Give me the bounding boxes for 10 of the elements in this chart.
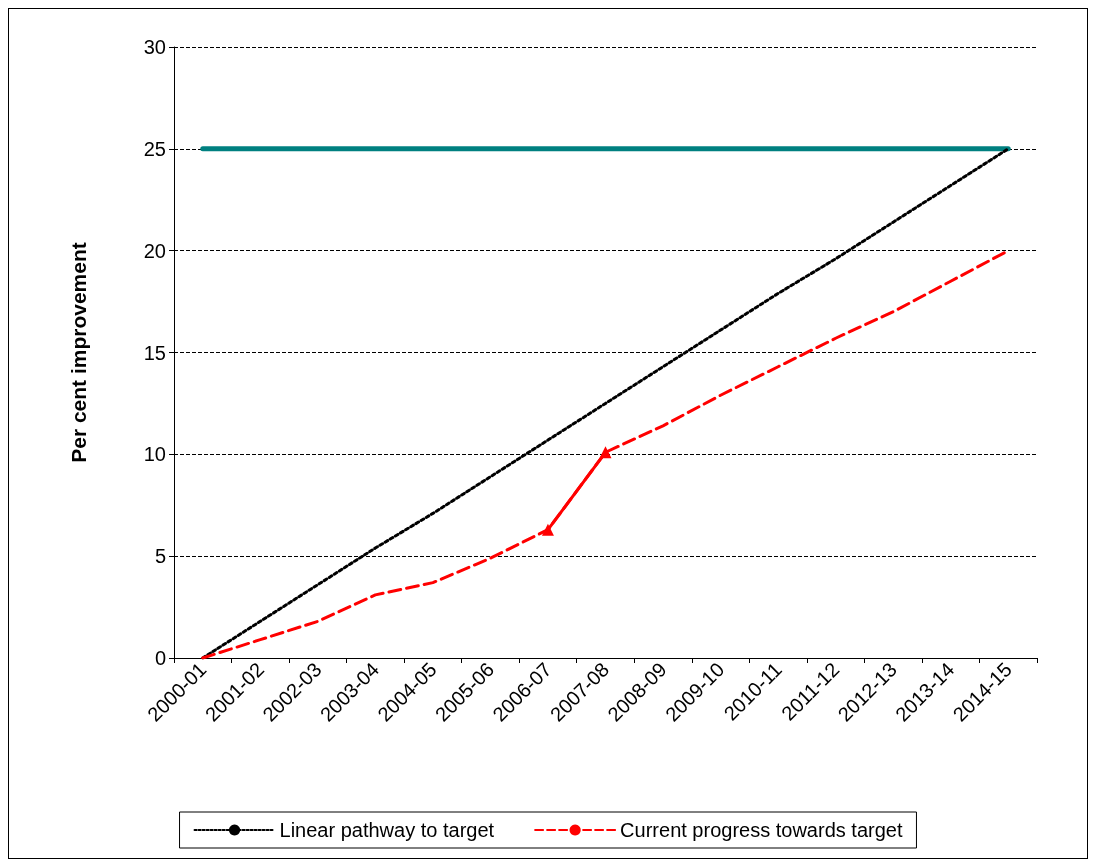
y-tick-label: 0 xyxy=(154,647,166,669)
y-axis-title: Per cent improvement xyxy=(67,242,90,463)
y-tick-label: 30 xyxy=(143,36,166,58)
y-tick-label: 25 xyxy=(143,137,166,160)
legend-label: Current progress towards target xyxy=(620,819,903,841)
y-tick-label: 15 xyxy=(143,341,166,364)
y-tick-label: 5 xyxy=(154,545,166,568)
y-tick-label: 10 xyxy=(143,443,166,466)
y-tick-label: 20 xyxy=(143,239,166,262)
legend-label: Linear pathway to target xyxy=(279,819,495,841)
